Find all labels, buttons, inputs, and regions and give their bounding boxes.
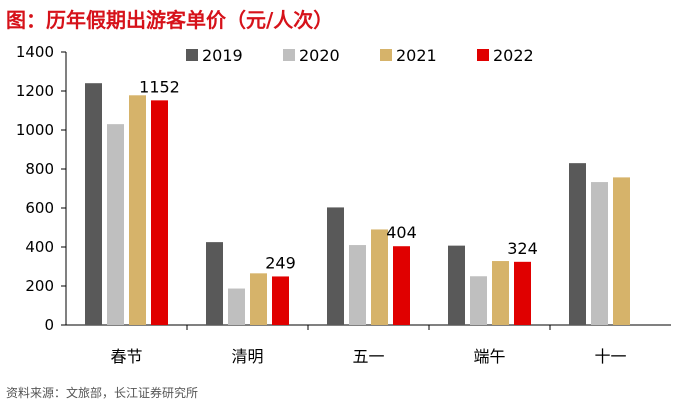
x-tick-label: 五一: [352, 347, 384, 366]
bar-2022-0: [151, 100, 168, 325]
x-tick-label: 清明: [231, 347, 263, 366]
data-label: 1152: [139, 77, 180, 96]
axes: 0 200 400 600 800 1000 1200 1400 春节 清明 五一 端午 十一: [16, 43, 671, 366]
y-tick-label: 1000: [16, 121, 54, 139]
x-tick-label: 十一: [594, 347, 626, 366]
bar-2021-3: [492, 261, 509, 325]
bar-2020-4: [591, 182, 608, 325]
bar-2022-1: [272, 276, 289, 325]
bar-2019-3: [448, 245, 465, 325]
data-label: 324: [507, 239, 538, 258]
source-note: 资料来源：文旅部，长江证券研究所: [6, 386, 199, 400]
legend-label: 2022: [493, 46, 534, 65]
x-tick-label: 春节: [110, 347, 142, 366]
chart-title: 图：历年假期出游客单价（元/人次）: [6, 8, 334, 32]
data-label: 249: [265, 253, 296, 272]
bar-2019-2: [327, 207, 344, 325]
x-tick-label: 端午: [473, 347, 505, 366]
y-tick-label: 200: [25, 277, 54, 295]
data-labels: 1152 249 404 324: [139, 77, 538, 272]
legend-swatch-2021: [380, 49, 392, 61]
y-tick-label: 0: [44, 316, 54, 334]
bar-2022-2: [393, 246, 410, 325]
y-tick-label: 400: [25, 238, 54, 256]
bars: [85, 83, 630, 326]
bar-2021-0: [129, 95, 146, 325]
legend-label: 2019: [202, 46, 243, 65]
bar-2021-4: [613, 177, 630, 325]
y-tick-label: 800: [25, 160, 54, 178]
bar-2019-4: [569, 163, 586, 325]
legend-label: 2020: [299, 46, 340, 65]
legend: 2019 2020 2021 2022: [186, 46, 534, 65]
bar-2020-2: [349, 245, 366, 325]
y-tick-label: 1400: [16, 43, 54, 61]
y-tick-label: 600: [25, 199, 54, 217]
bar-2019-0: [85, 83, 102, 325]
legend-swatch-2022: [477, 49, 489, 61]
legend-swatch-2019: [186, 49, 198, 61]
bar-2021-2: [371, 229, 388, 325]
y-tick-label: 1200: [16, 82, 54, 100]
data-label: 404: [386, 223, 417, 242]
bar-2019-1: [206, 242, 223, 325]
bar-2020-0: [107, 124, 124, 326]
bar-2020-3: [470, 276, 487, 325]
legend-label: 2021: [396, 46, 437, 65]
bar-2020-1: [228, 288, 245, 325]
bar-2021-1: [250, 273, 267, 325]
legend-swatch-2020: [283, 49, 295, 61]
bar-2022-3: [514, 261, 531, 325]
